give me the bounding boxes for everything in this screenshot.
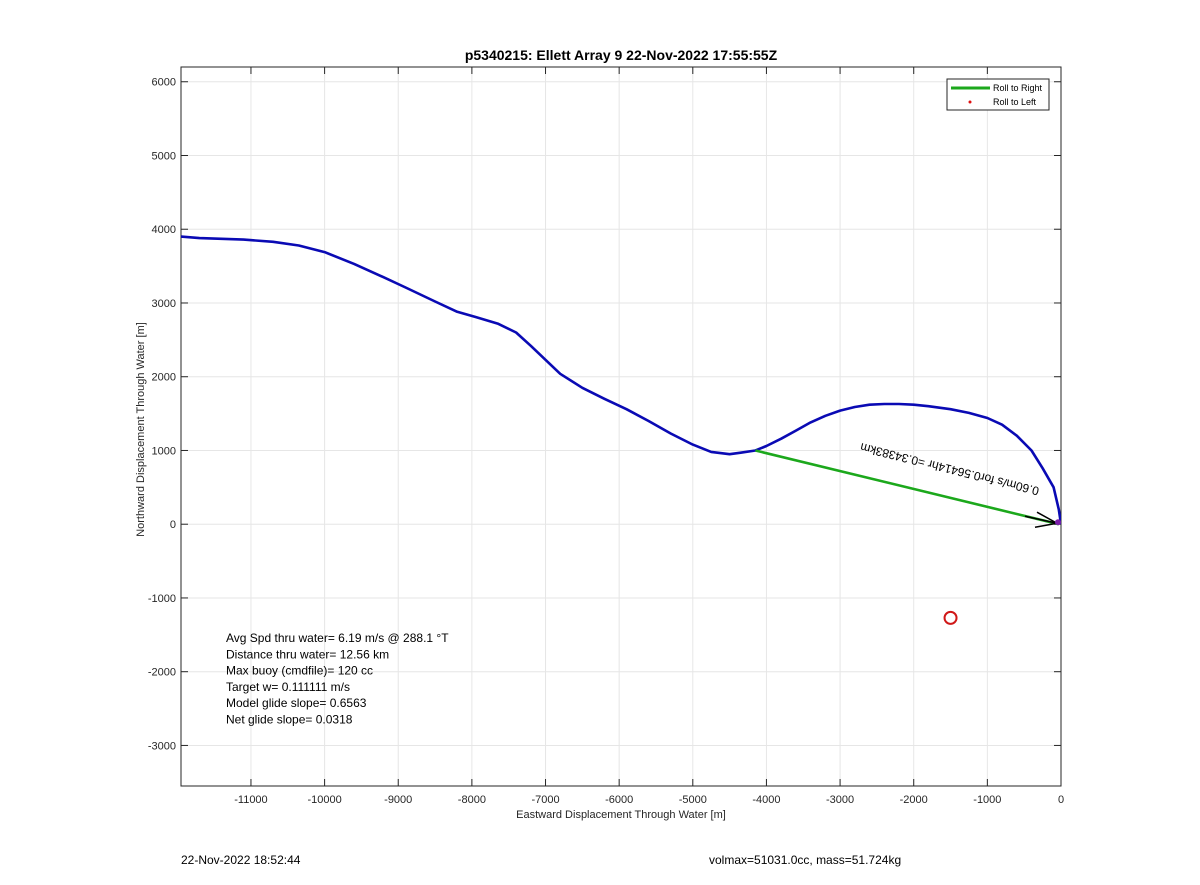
annotation-text: Model glide slope= 0.6563 — [226, 696, 367, 710]
legend-dot-swatch — [968, 100, 972, 104]
end-marker — [1055, 519, 1061, 526]
y-tick-label: -3000 — [148, 740, 176, 752]
chart-title: p5340215: Ellett Array 9 22-Nov-2022 17:… — [465, 47, 778, 63]
footer-timestamp: 22-Nov-2022 18:52:44 — [181, 853, 301, 867]
y-tick-label: 1000 — [152, 445, 176, 457]
x-tick-label: -3000 — [826, 794, 854, 806]
annotation-text: Max buoy (cmdfile)= 120 cc — [226, 664, 373, 678]
x-tick-label: -2000 — [900, 794, 928, 806]
y-tick-label: 3000 — [152, 298, 176, 310]
x-axis-label: Eastward Displacement Through Water [m] — [516, 809, 726, 821]
x-tick-label: -5000 — [679, 794, 707, 806]
track-line — [181, 235, 1061, 525]
y-tick-label: 2000 — [152, 372, 176, 384]
annotation-text: Avg Spd thru water= 6.19 m/s @ 288.1 °T — [226, 631, 449, 645]
annotation-text: Target w= 0.111111 m/s — [226, 680, 350, 694]
direction-arrow-shaft — [1024, 515, 1058, 524]
y-tick-label: -1000 — [148, 593, 176, 605]
legend: Roll to Right Roll to Left — [946, 78, 1050, 111]
x-tick-label: -4000 — [752, 794, 780, 806]
x-tick-label: -8000 — [458, 794, 486, 806]
x-tick-label: -6000 — [605, 794, 633, 806]
x-tick-label: -10000 — [307, 794, 341, 806]
x-tick-label: -7000 — [531, 794, 559, 806]
annotation-text: Distance thru water= 12.56 km — [226, 647, 389, 661]
legend-label: Roll to Right — [993, 83, 1043, 93]
y-tick-label: 0 — [170, 519, 176, 531]
roll-right-segment — [755, 449, 1060, 526]
annotation-text: Net glide slope= 0.0318 — [226, 713, 353, 727]
y-tick-label: 6000 — [152, 77, 176, 89]
legend-label: Roll to Left — [993, 97, 1037, 107]
x-tick-label: -9000 — [384, 794, 412, 806]
y-axis-label: Northward Displacement Through Water [m] — [135, 322, 147, 537]
y-tick-label: 5000 — [152, 150, 176, 162]
target-marker — [943, 610, 958, 625]
legend-box — [946, 78, 1050, 111]
plot-area — [181, 67, 1061, 786]
x-tick-label: -11000 — [234, 794, 267, 806]
footer-mass-info: volmax=51031.0cc, mass=51.724kg — [709, 853, 902, 867]
y-tick-label: -2000 — [148, 667, 176, 679]
axes-box — [180, 66, 1062, 787]
x-tick-label: 0 — [1058, 794, 1064, 806]
y-tick-label: 4000 — [152, 224, 176, 236]
x-tick-label: -1000 — [973, 794, 1001, 806]
